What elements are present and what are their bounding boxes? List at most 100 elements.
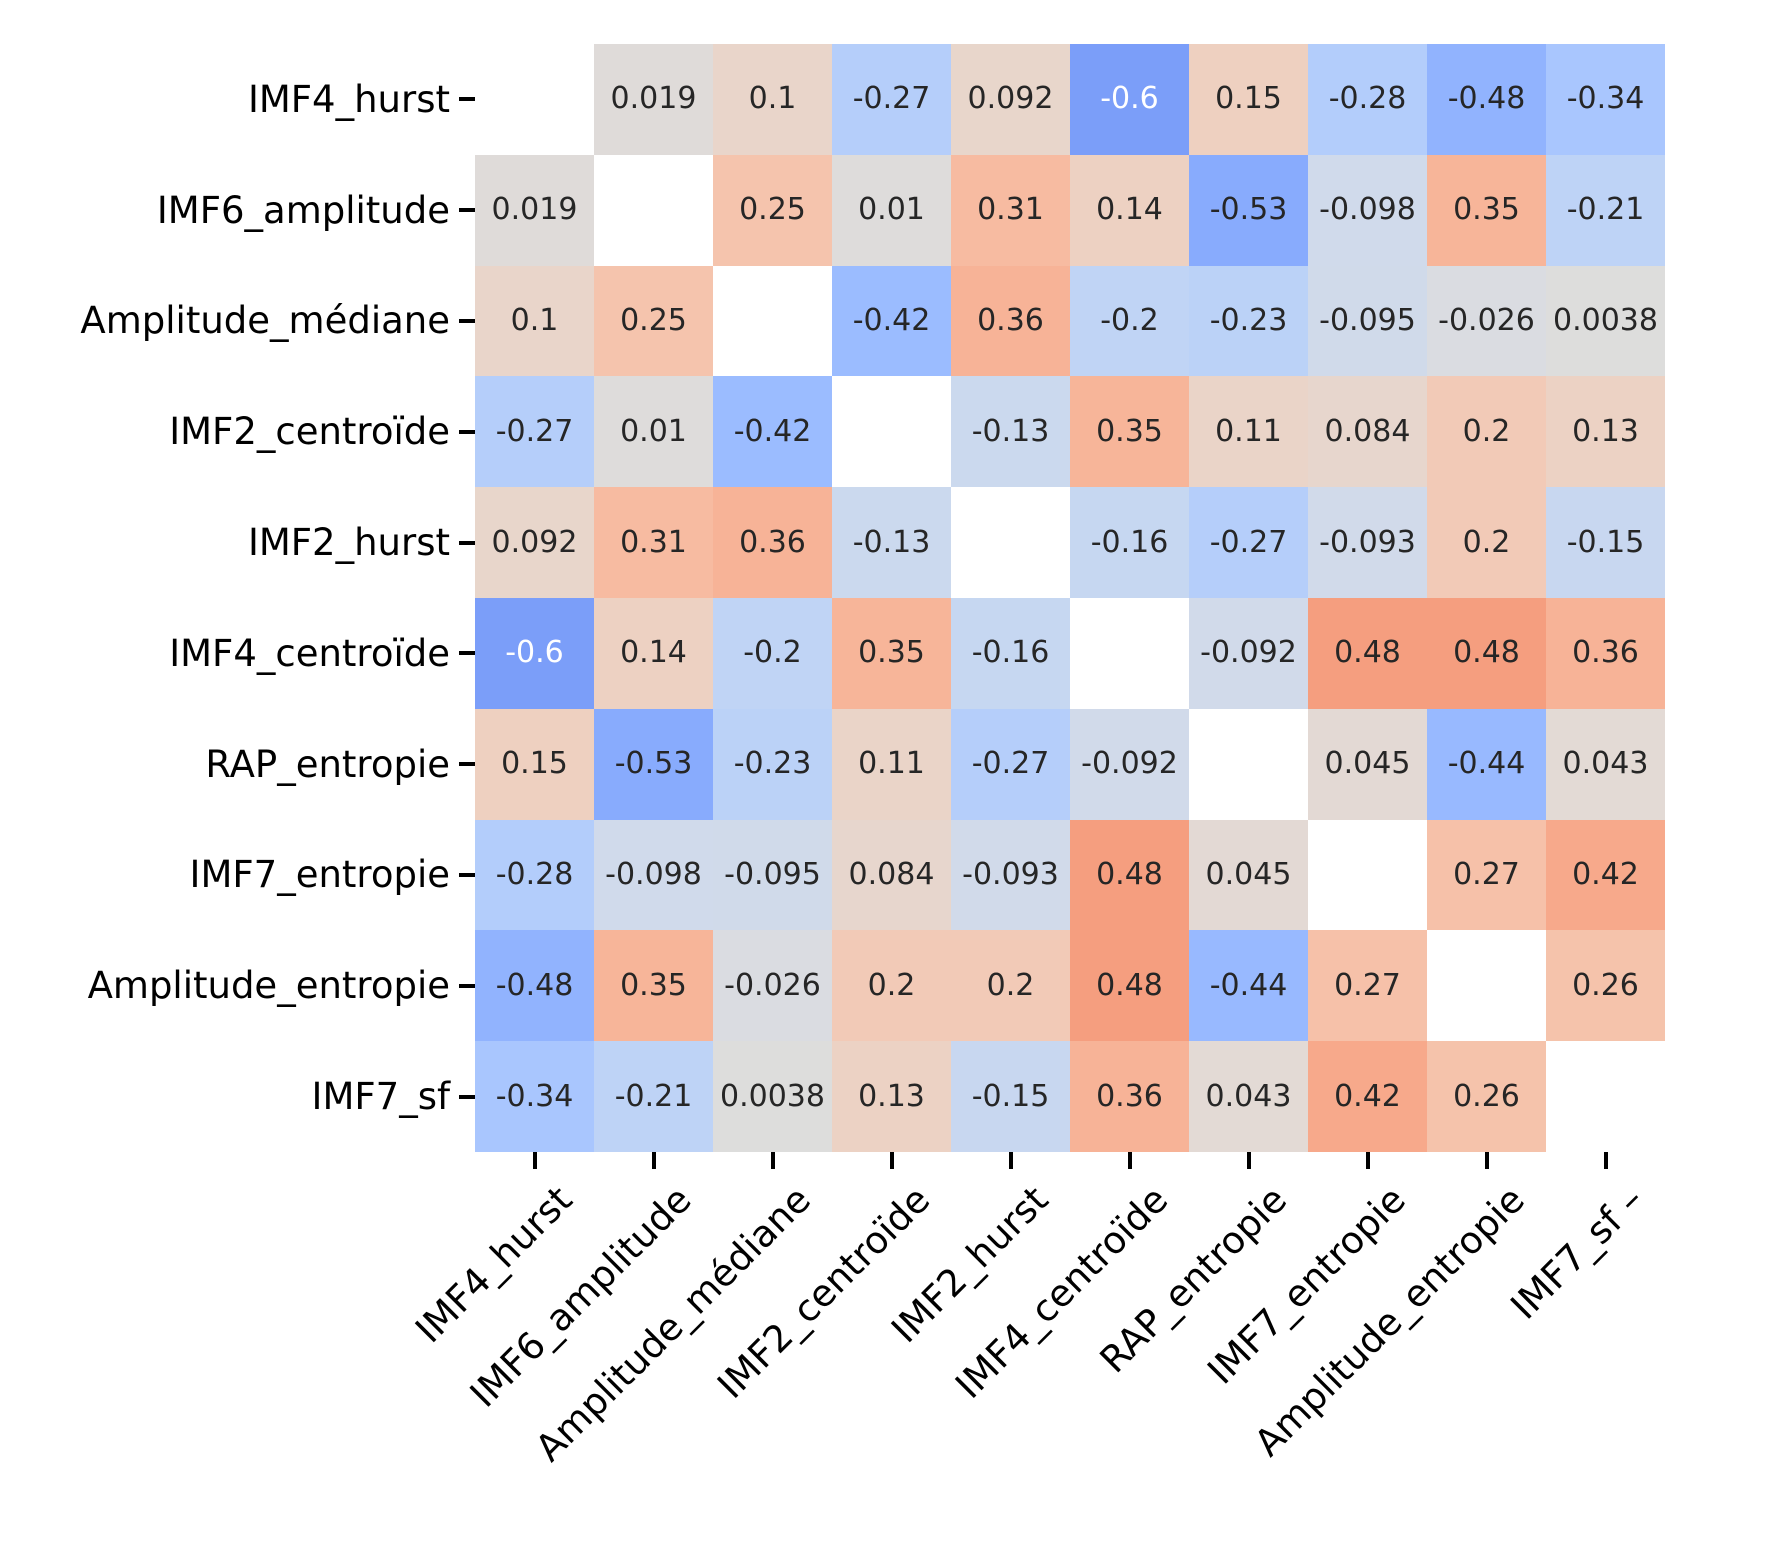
heatmap-cell (1427, 930, 1546, 1042)
heatmap-cell: -0.13 (832, 487, 951, 598)
heatmap-cell: -0.15 (1546, 487, 1665, 598)
heatmap-cell: 0.1 (475, 265, 594, 377)
heatmap-cell: -0.095 (713, 819, 832, 931)
cell-value: -0.092 (1200, 635, 1297, 671)
heatmap-cell: -0.28 (475, 819, 594, 931)
cell-value: -0.27 (495, 413, 574, 449)
y-tick-mark (459, 208, 476, 213)
cell-value: 0.27 (1453, 856, 1520, 892)
cell-value: 0.26 (1453, 1078, 1520, 1114)
cell-value: -0.27 (971, 746, 1050, 782)
heatmap-cell: 0.35 (594, 930, 713, 1042)
cell-value: 0.48 (1096, 856, 1163, 892)
cell-value: -0.44 (1447, 746, 1526, 782)
heatmap-cell: 0.36 (951, 265, 1070, 377)
cell-value: -0.6 (1100, 81, 1159, 117)
heatmap-cell: 0.2 (832, 930, 951, 1042)
heatmap-cell: 0.25 (594, 265, 713, 377)
cell-value: -0.21 (1566, 192, 1645, 228)
cell-value: -0.15 (971, 1078, 1050, 1114)
cell-value: 0.084 (848, 856, 935, 892)
cell-value: 0.48 (1096, 967, 1163, 1003)
heatmap-cell: 0.0038 (713, 1041, 832, 1152)
cell-value: -0.098 (1319, 192, 1416, 228)
cell-value: -0.2 (743, 635, 802, 671)
heatmap-cell: 0.42 (1308, 1041, 1427, 1152)
heatmap-cell: 0.26 (1546, 930, 1665, 1042)
heatmap-cell: 0.14 (594, 597, 713, 709)
heatmap-cell: -0.092 (1070, 708, 1189, 820)
heatmap-cell: 0.36 (1070, 1041, 1189, 1152)
cell-value: 0.35 (858, 635, 925, 671)
y-axis-label: IMF4_hurst (247, 77, 450, 121)
heatmap-cell: 0.2 (951, 930, 1070, 1042)
heatmap-cell: 0.019 (475, 154, 594, 266)
heatmap-cell: -0.2 (1070, 265, 1189, 377)
cell-value: 0.31 (620, 524, 687, 560)
cell-value: 0.26 (1572, 967, 1639, 1003)
heatmap-cell: 0.42 (1546, 819, 1665, 931)
cell-value: 0.15 (1215, 81, 1282, 117)
cell-value: -0.21 (614, 1078, 693, 1114)
cell-value: -0.27 (852, 81, 931, 117)
cell-value: -0.34 (1566, 81, 1645, 117)
cell-value: 0.045 (1205, 856, 1292, 892)
cell-value: -0.092 (1081, 746, 1178, 782)
heatmap-cell: -0.6 (475, 597, 594, 709)
heatmap-cell: 0.13 (1546, 376, 1665, 488)
cell-value: -0.15 (1566, 524, 1645, 560)
y-tick-mark (459, 1094, 476, 1099)
heatmap-cell: 0.019 (594, 44, 713, 155)
cell-value: 0.35 (620, 967, 687, 1003)
heatmap-cell: -0.34 (475, 1041, 594, 1152)
cell-value: -0.23 (733, 746, 812, 782)
y-axis-label: IMF6_amplitude (156, 188, 450, 232)
cell-value: -0.42 (733, 413, 812, 449)
x-tick-mark (1484, 1152, 1489, 1169)
heatmap-cell: 0.48 (1070, 930, 1189, 1042)
heatmap-cell: 0.01 (594, 376, 713, 488)
cell-value: -0.28 (495, 856, 574, 892)
x-tick-mark (1365, 1152, 1370, 1169)
cell-value: 0.42 (1572, 856, 1639, 892)
x-axis-label: IMF2_centroïde (708, 1178, 938, 1407)
heatmap-cell: 0.48 (1308, 597, 1427, 709)
heatmap-cell: 0.27 (1427, 819, 1546, 931)
cell-value: 0.35 (1453, 192, 1520, 228)
cell-value: -0.093 (1319, 524, 1416, 560)
heatmap-cell (1308, 819, 1427, 931)
cell-value: 0.14 (620, 635, 687, 671)
cell-value: 0.084 (1324, 413, 1411, 449)
y-tick-mark (459, 983, 476, 988)
heatmap-cell: 0.48 (1070, 819, 1189, 931)
cell-value: 0.13 (858, 1078, 925, 1114)
heatmap-cell: 0.36 (1546, 597, 1665, 709)
y-tick-mark (459, 762, 476, 767)
heatmap-cell: -0.15 (951, 1041, 1070, 1152)
cell-value: -0.098 (605, 856, 702, 892)
cell-value: 0.48 (1453, 635, 1520, 671)
heatmap-cell: -0.44 (1427, 708, 1546, 820)
y-axis-label: IMF2_centroïde (169, 410, 450, 454)
heatmap-cell: 0.045 (1189, 819, 1308, 931)
cell-value: 0.35 (1096, 413, 1163, 449)
y-axis-label: IMF7_sf (311, 1075, 450, 1119)
cell-value: 0.25 (739, 192, 806, 228)
cell-value: -0.026 (724, 967, 821, 1003)
heatmap-cell: -0.44 (1189, 930, 1308, 1042)
heatmap-cell: 0.045 (1308, 708, 1427, 820)
heatmap-cell: 0.35 (1070, 376, 1189, 488)
cell-value: 0.2 (1462, 524, 1511, 560)
cell-value: -0.48 (1447, 81, 1526, 117)
x-tick-mark (1246, 1152, 1251, 1169)
cell-value: 0.2 (867, 967, 916, 1003)
heatmap-grid: 0.019 0.1 -0.27 0.092 -0.6 0.15 -0.28 -0.48 -0.3… (475, 44, 1665, 1152)
cell-value: -0.48 (495, 967, 574, 1003)
heatmap-cell (951, 487, 1070, 598)
x-tick-mark (1603, 1152, 1608, 1169)
heatmap-cell: 0.14 (1070, 154, 1189, 266)
heatmap-cell (713, 265, 832, 377)
heatmap-cell: 0.15 (475, 708, 594, 820)
heatmap-cell: 0.48 (1427, 597, 1546, 709)
cell-value: 0.15 (501, 746, 568, 782)
